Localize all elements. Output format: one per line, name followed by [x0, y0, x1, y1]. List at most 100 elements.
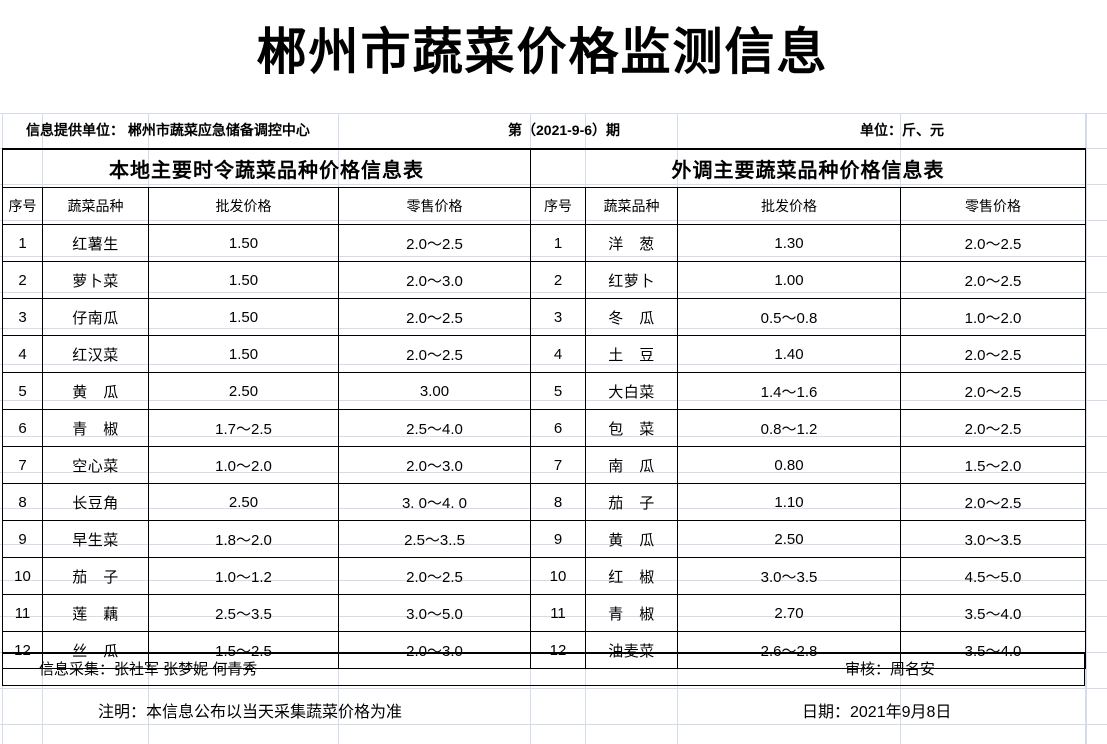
section-title-row: 外调主要蔬菜品种价格信息表	[530, 148, 1086, 188]
column-header-wholesale: 批发价格	[148, 187, 339, 225]
cell-index: 9	[2, 520, 43, 558]
cell-index: 3	[530, 298, 586, 336]
table-row: 1 红薯生 1.50 2.0～2.5	[2, 224, 531, 262]
cell-index: 10	[2, 557, 43, 595]
cell-index: 5	[2, 372, 43, 410]
cell-wholesale-price: 3.0～3.5	[677, 557, 901, 595]
external-table-body: 外调主要蔬菜品种价格信息表 序号 蔬菜品种 批发价格 零售价格 1 洋 葱 1.30 2.0～2…	[530, 148, 1086, 669]
cell-index: 4	[530, 335, 586, 373]
table-row: 8 长豆角 2.50 3. 0～4. 0	[2, 483, 531, 521]
cell-variety: 红萝卜	[585, 261, 678, 299]
column-header-retail: 零售价格	[900, 187, 1086, 225]
cell-retail-price: 2.0～2.5	[338, 224, 531, 262]
table-row: 10 茄 子 1.0～1.2 2.0～2.5	[2, 557, 531, 595]
column-header-variety: 蔬菜品种	[585, 187, 678, 225]
cell-wholesale-price: 1.4～1.6	[677, 372, 901, 410]
column-header-wholesale: 批发价格	[677, 187, 901, 225]
cell-retail-price: 2.0～2.5	[338, 557, 531, 595]
cell-index: 10	[530, 557, 586, 595]
cell-retail-price: 2.0～2.5	[900, 335, 1086, 373]
disclaimer-note: 注明：本信息公布以当天采集蔬菜价格为准	[98, 704, 403, 721]
cell-wholesale-price: 0.5～0.8	[677, 298, 901, 336]
cell-variety: 仔南瓜	[42, 298, 149, 336]
cell-wholesale-price: 1.0～2.0	[148, 446, 339, 484]
cell-retail-price: 1.5～2.0	[900, 446, 1086, 484]
cell-variety: 茄 子	[585, 483, 678, 521]
table-row: 12 丝 瓜 1.5～2.5 2.0～3.0	[2, 631, 531, 669]
cell-wholesale-price: 1.50	[148, 335, 339, 373]
cell-variety: 冬 瓜	[585, 298, 678, 336]
column-header-retail: 零售价格	[338, 187, 531, 225]
info-price-unit: 单位：斤、元	[860, 122, 944, 138]
cell-retail-price: 1.0～2.0	[900, 298, 1086, 336]
column-header-index: 序号	[530, 187, 586, 225]
table-row: 2 红萝卜 1.00 2.0～2.5	[530, 261, 1086, 299]
table-row: 11 青 椒 2.70 3.5～4.0	[530, 594, 1086, 632]
cell-variety: 红汉菜	[42, 335, 149, 373]
cell-index: 11	[530, 594, 586, 632]
cell-index: 12	[2, 631, 43, 669]
section-title: 外调主要蔬菜品种价格信息表	[530, 148, 1086, 188]
cell-index: 8	[530, 483, 586, 521]
cell-wholesale-price: 0.8～1.2	[677, 409, 901, 447]
column-header-row: 序号 蔬菜品种 批发价格 零售价格	[2, 187, 531, 225]
cell-variety: 茄 子	[42, 557, 149, 595]
cell-wholesale-price: 1.8～2.0	[148, 520, 339, 558]
cell-index: 9	[530, 520, 586, 558]
cell-variety: 莲 藕	[42, 594, 149, 632]
cell-wholesale-price: 1.10	[677, 483, 901, 521]
external-vegetable-price-table: 外调主要蔬菜品种价格信息表 序号 蔬菜品种 批发价格 零售价格 1 洋 葱 1.30 2.0～2…	[530, 148, 1086, 669]
reviewer-name: 审核：周名安	[845, 661, 936, 678]
table-row: 10 红 椒 3.0～3.5 4.5～5.0	[530, 557, 1086, 595]
local-vegetable-price-table: 本地主要时令蔬菜品种价格信息表 序号 蔬菜品种 批发价格 零售价格 1 红薯生 1.50 2.0…	[2, 148, 531, 669]
local-table-body: 本地主要时令蔬菜品种价格信息表 序号 蔬菜品种 批发价格 零售价格 1 红薯生 1.50 2.0…	[2, 148, 531, 669]
cell-variety: 大白菜	[585, 372, 678, 410]
section-title-row: 本地主要时令蔬菜品种价格信息表	[2, 148, 531, 188]
table-row: 12 油麦菜 2.6～2.8 3.5～4.0	[530, 631, 1086, 669]
table-row: 2 萝卜菜 1.50 2.0～3.0	[2, 261, 531, 299]
cell-index: 2	[530, 261, 586, 299]
cell-index: 1	[2, 224, 43, 262]
table-row: 3 仔南瓜 1.50 2.0～2.5	[2, 298, 531, 336]
cell-variety: 土 豆	[585, 335, 678, 373]
cell-index: 11	[2, 594, 43, 632]
cell-wholesale-price: 1.50	[148, 261, 339, 299]
cell-retail-price: 2.0～2.5	[338, 335, 531, 373]
cell-index: 2	[2, 261, 43, 299]
cell-retail-price: 2.0～3.0	[338, 261, 531, 299]
cell-wholesale-price: 1.0～1.2	[148, 557, 339, 595]
cell-index: 12	[530, 631, 586, 669]
note-date-row: 注明：本信息公布以当天采集蔬菜价格为准 日期：2021年9月8日	[2, 695, 1085, 731]
cell-index: 6	[2, 409, 43, 447]
column-header-row: 序号 蔬菜品种 批发价格 零售价格	[530, 187, 1086, 225]
cell-variety: 青 椒	[42, 409, 149, 447]
cell-variety: 丝 瓜	[42, 631, 149, 669]
cell-wholesale-price: 1.5～2.5	[148, 631, 339, 669]
cell-index: 1	[530, 224, 586, 262]
cell-wholesale-price: 2.50	[148, 372, 339, 410]
cell-variety: 黄 瓜	[42, 372, 149, 410]
cell-variety: 包 菜	[585, 409, 678, 447]
cell-retail-price: 2.0～2.5	[338, 298, 531, 336]
cell-retail-price: 2.5～3..5	[338, 520, 531, 558]
table-row: 5 大白菜 1.4～1.6 2.0～2.5	[530, 372, 1086, 410]
cell-variety: 红薯生	[42, 224, 149, 262]
cell-retail-price: 3.0～5.0	[338, 594, 531, 632]
info-issue-number: 第（2021-9-6）期	[508, 122, 621, 138]
column-header-variety: 蔬菜品种	[42, 187, 149, 225]
cell-variety: 萝卜菜	[42, 261, 149, 299]
cell-wholesale-price: 0.80	[677, 446, 901, 484]
cell-wholesale-price: 2.50	[148, 483, 339, 521]
section-title: 本地主要时令蔬菜品种价格信息表	[2, 148, 531, 188]
cell-index: 7	[2, 446, 43, 484]
cell-retail-price: 3.5～4.0	[900, 594, 1086, 632]
cell-index: 6	[530, 409, 586, 447]
cell-retail-price: 2.0～3.0	[338, 446, 531, 484]
cell-retail-price: 2.0～2.5	[900, 409, 1086, 447]
